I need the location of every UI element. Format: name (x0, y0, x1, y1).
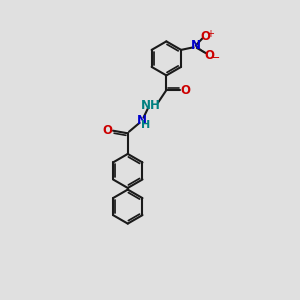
Text: H: H (141, 120, 151, 130)
Text: +: + (206, 28, 214, 38)
Text: O: O (180, 84, 190, 97)
Text: N: N (191, 40, 201, 52)
Text: NH: NH (141, 99, 161, 112)
Text: O: O (200, 30, 210, 43)
Text: −: − (210, 53, 220, 63)
Text: O: O (103, 124, 113, 137)
Text: O: O (204, 49, 214, 62)
Text: N: N (136, 114, 146, 128)
